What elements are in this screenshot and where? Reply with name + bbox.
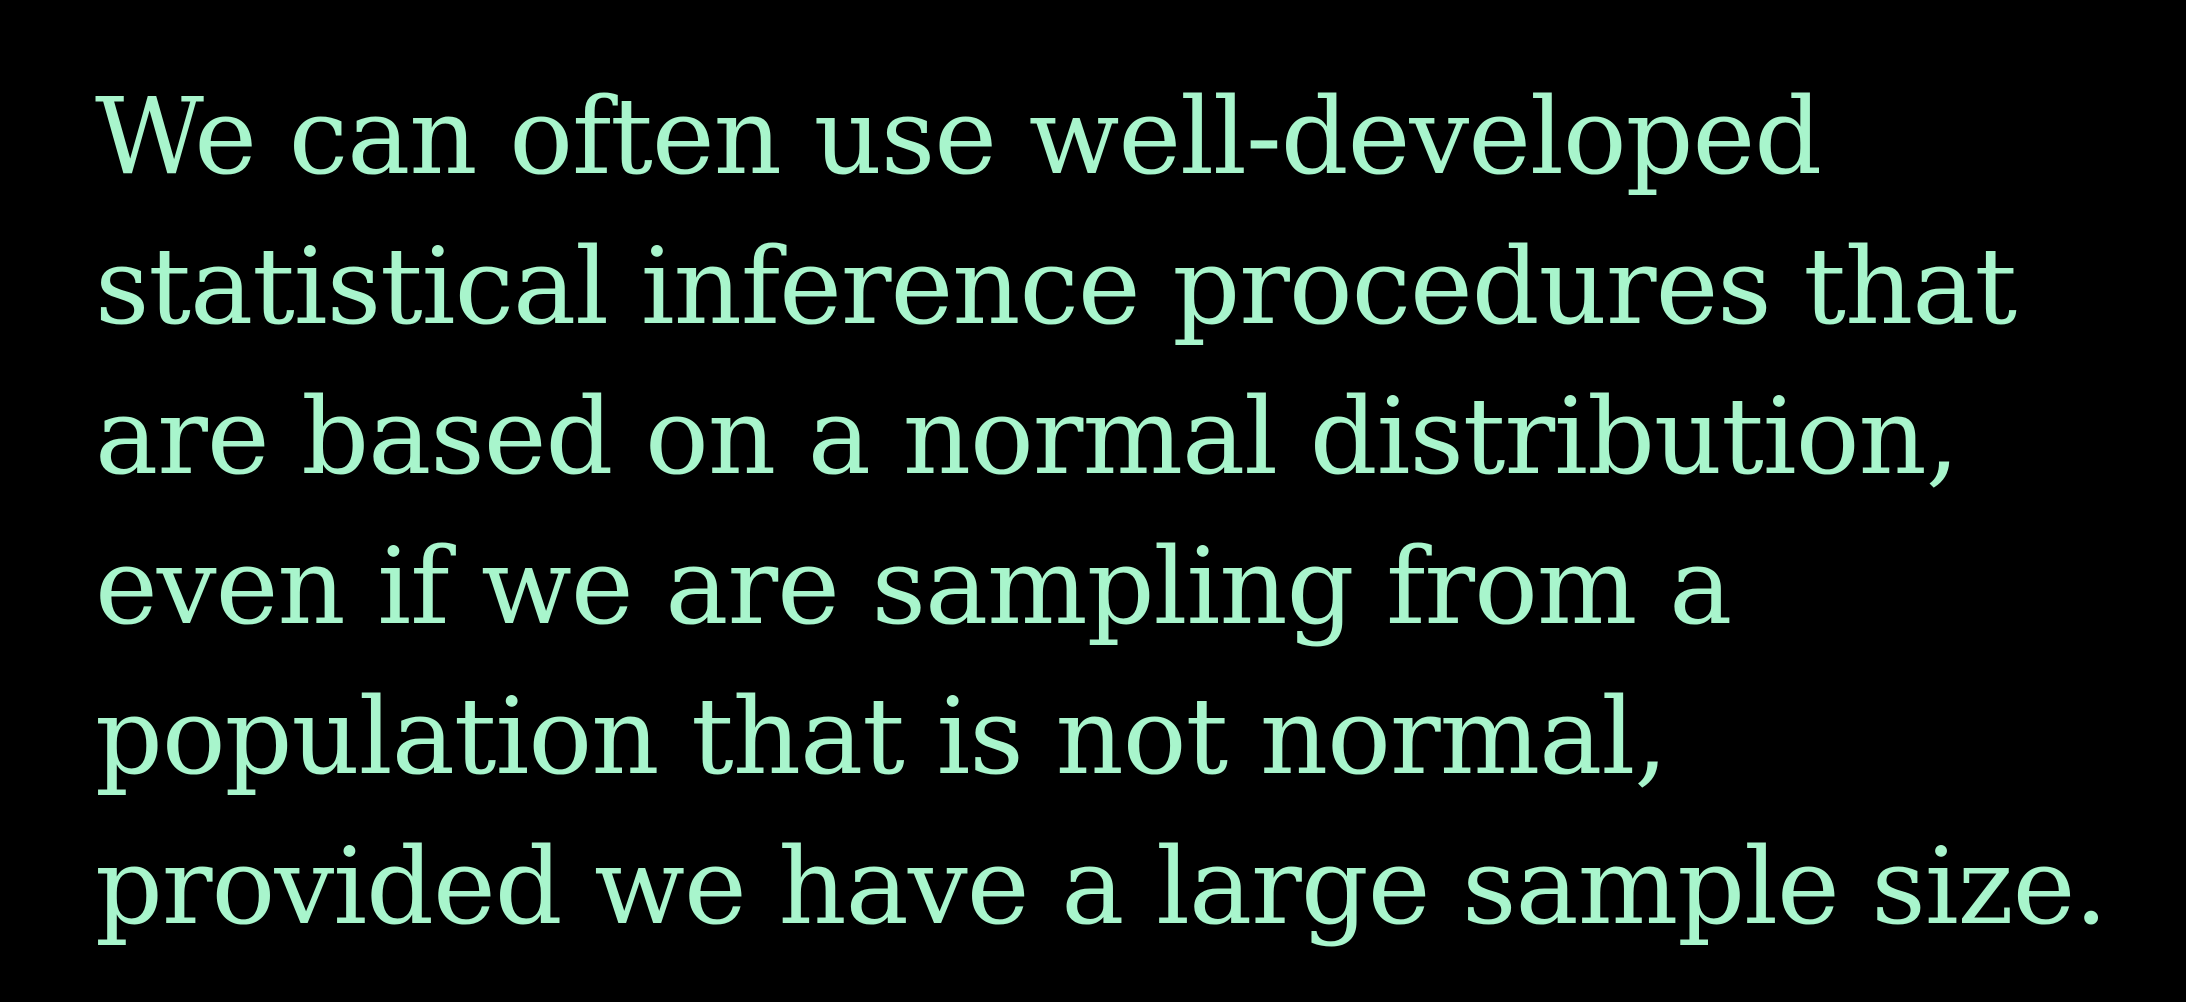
statement-line-4: even if we are sampling from a <box>95 525 1732 648</box>
statement-line-2: statistical inference procedures that <box>95 225 2017 348</box>
statement-line-3: are based on a normal distribution, <box>95 375 1959 498</box>
statement-text: We can often use well-developed statisti… <box>95 62 2165 962</box>
statement-line-1: We can often use well-developed <box>95 75 1822 198</box>
statement-line-6: provided we have a large sample size. <box>95 825 2108 948</box>
statement-line-5: population that is not normal, <box>95 675 1668 798</box>
